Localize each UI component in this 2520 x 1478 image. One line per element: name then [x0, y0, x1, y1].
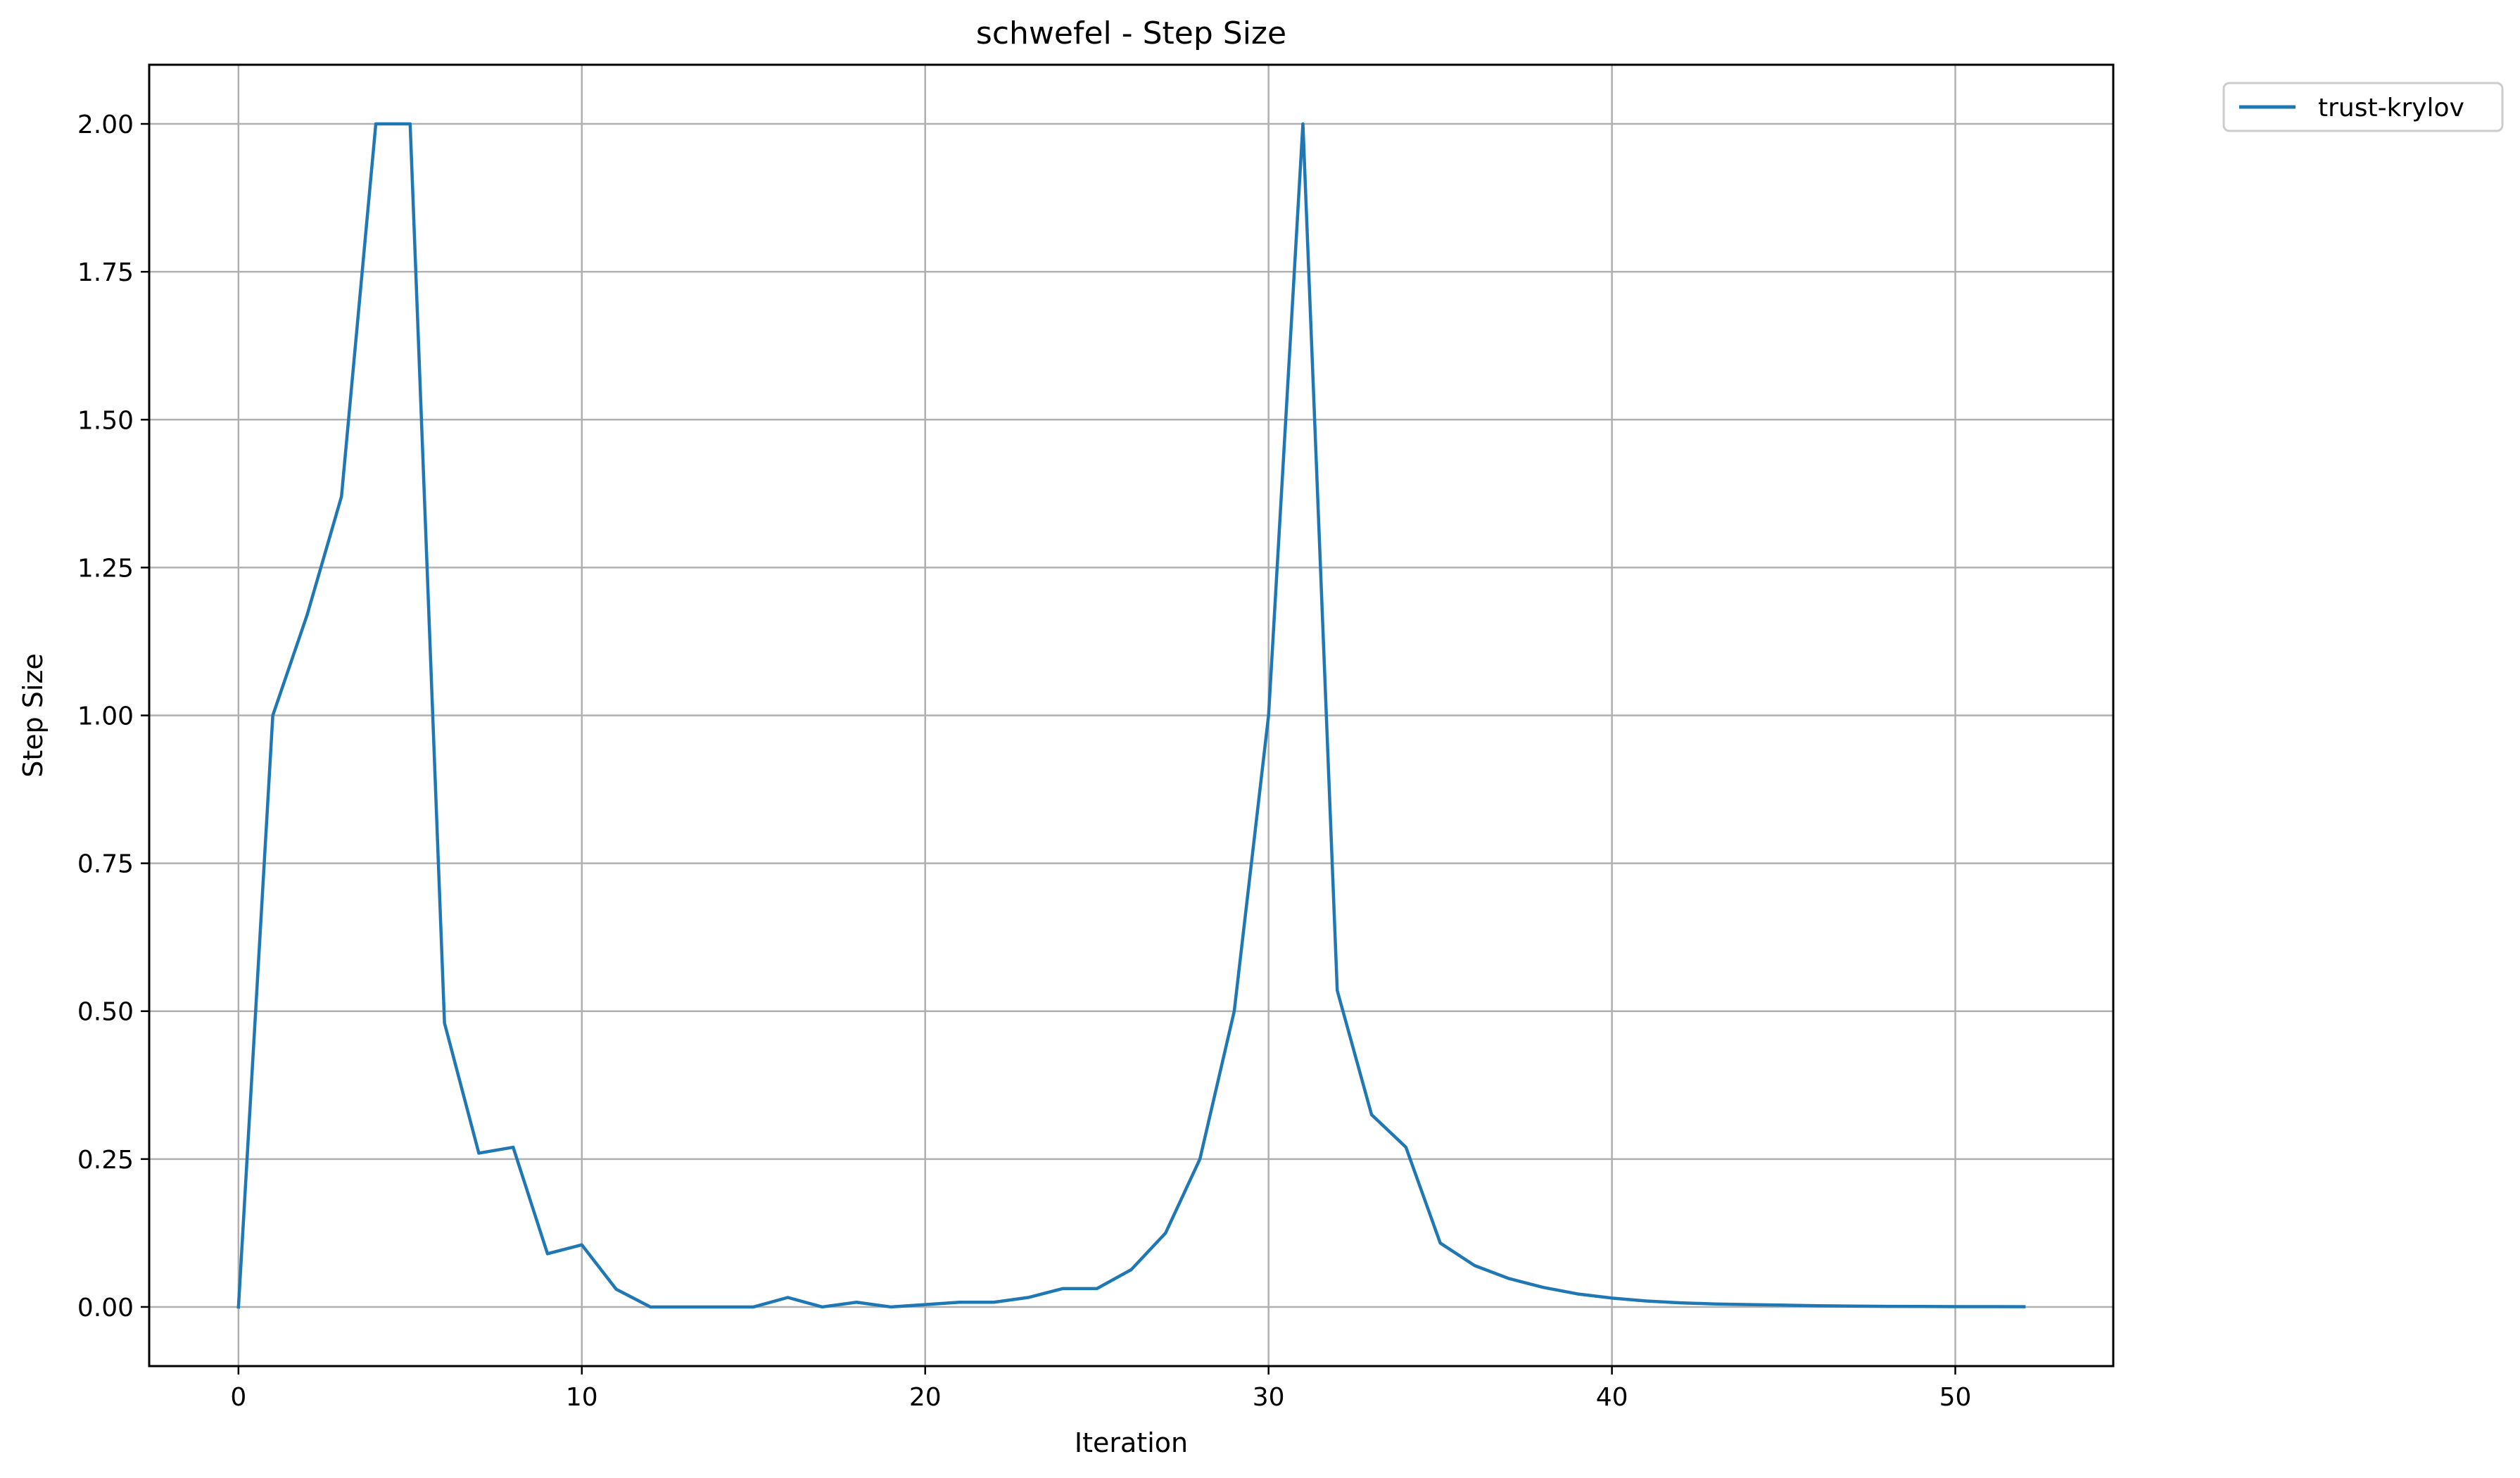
series-line-trust-krylov	[236, 122, 2026, 1309]
y-tick-label: 0.50	[77, 998, 134, 1027]
y-axis-label: Step Size	[18, 653, 49, 778]
y-tick-label: 1.75	[77, 258, 134, 287]
y-tick-label: 1.00	[77, 702, 134, 731]
legend-label-trust-krylov: trust-krylov	[2318, 94, 2464, 122]
x-tick-label: 20	[909, 1383, 942, 1412]
legend: trust-krylov	[2222, 82, 2504, 132]
x-tick-label: 40	[1596, 1383, 1628, 1412]
x-tick-label: 0	[230, 1383, 246, 1412]
grid	[149, 65, 2113, 1366]
y-tick-label: 0.75	[77, 850, 134, 879]
x-axis-label: Iteration	[1075, 1427, 1188, 1458]
x-tick-label: 50	[1939, 1383, 1972, 1412]
chart-title: schwefel - Step Size	[976, 15, 1286, 51]
y-tick-label: 0.25	[77, 1146, 134, 1175]
x-tick-label: 10	[566, 1383, 598, 1412]
legend-box	[2222, 82, 2504, 132]
series-layer	[236, 122, 2026, 1309]
y-tick-label: 2.00	[77, 110, 134, 139]
y-tick-label: 0.00	[77, 1294, 134, 1322]
y-tick-label: 1.25	[77, 554, 134, 583]
ticks: 0 10 20 30 40 50 0.00 0.25 0.50 0.75 1.00 1.25 1.50 1…	[77, 110, 1972, 1412]
y-tick-label: 1.50	[77, 406, 134, 435]
x-tick-label: 30	[1253, 1383, 1285, 1412]
